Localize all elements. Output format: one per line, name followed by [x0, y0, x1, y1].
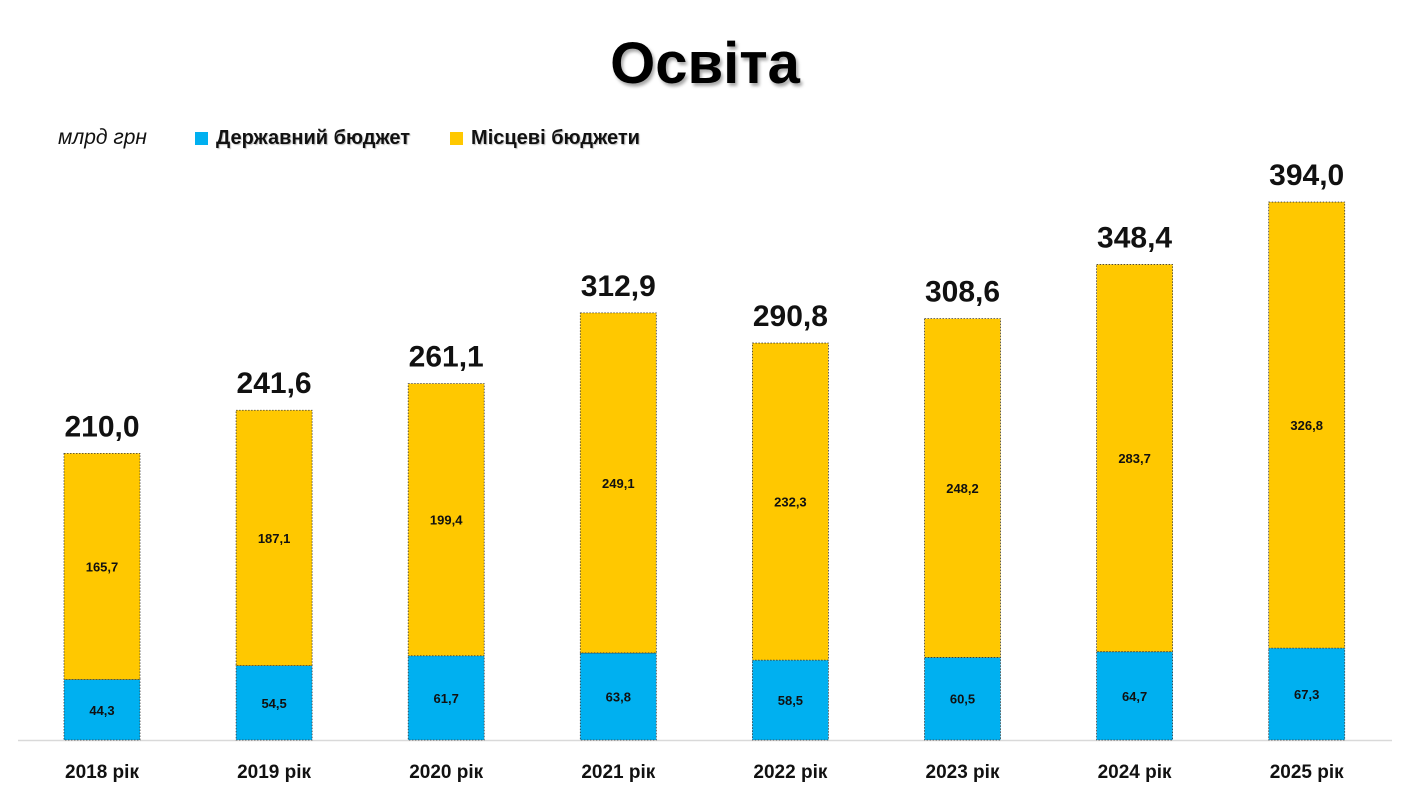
data-label-local: 326,8: [1290, 418, 1323, 433]
legend-swatch-state: [194, 131, 208, 145]
data-label-state: 54,5: [261, 696, 286, 711]
data-label-state: 58,5: [778, 693, 803, 708]
data-label-local: 248,2: [946, 481, 979, 496]
bar-segment-state: [235, 665, 313, 741]
bar-segment-state: [752, 659, 829, 741]
x-tick-label: 2023 рік: [926, 762, 1000, 783]
x-tick-label: 2018 рік: [65, 762, 139, 783]
total-label: 261,1: [409, 341, 484, 374]
bar-segment-local: [924, 318, 1001, 658]
x-tick-label: 2024 рік: [1098, 762, 1172, 783]
x-tick-label: 2021 рік: [581, 762, 655, 783]
bar-segment-local: [1096, 264, 1173, 653]
legend-item-local: Місцеві бюджети: [450, 127, 640, 150]
bar-segment-local: [235, 409, 313, 667]
data-label-state: 64,7: [1122, 689, 1147, 704]
bar-segment-local: [579, 312, 657, 654]
total-label: 308,6: [925, 276, 1000, 309]
total-label: 241,6: [237, 367, 312, 400]
bar-segment-local: [63, 452, 141, 680]
x-tick-label: 2022 рік: [753, 762, 827, 783]
data-label-state: 44,3: [89, 703, 114, 718]
x-tick-label: 2019 рік: [237, 762, 311, 783]
x-tick-label: 2020 рік: [409, 762, 483, 783]
data-label-local: 249,1: [602, 476, 635, 491]
total-label: 348,4: [1097, 221, 1172, 254]
data-label-state: 61,7: [434, 691, 459, 706]
data-label-local: 232,3: [774, 495, 807, 510]
legend-item-state: Державний бюджет: [194, 126, 411, 150]
bar-segment-state: [63, 679, 141, 741]
legend-label-state: Державний бюджет: [215, 126, 411, 149]
data-label-local: 199,4: [430, 513, 463, 528]
bar-segment-state: [1268, 647, 1346, 741]
bar-segment-state: [407, 655, 485, 741]
bar-segment-state: [924, 657, 1001, 741]
total-label: 290,8: [753, 300, 828, 333]
total-label: 210,0: [64, 410, 139, 443]
total-label: 394,0: [1269, 159, 1344, 192]
x-tick-label: 2025 рік: [1270, 762, 1344, 783]
bar-segment-state: [1096, 651, 1173, 741]
legend: млрд грн Державний бюджет Місцеві бюджет…: [58, 124, 680, 152]
data-label-local: 187,1: [258, 531, 291, 546]
bar-segment-local: [752, 342, 829, 661]
data-label-state: 63,8: [606, 689, 631, 704]
data-label-state: 60,5: [950, 692, 975, 707]
total-label: 312,9: [581, 270, 656, 303]
chart-title: Освіта: [610, 31, 800, 96]
bar-segment-local: [1268, 201, 1346, 649]
unit-label: млрд грн: [58, 126, 147, 149]
bar-segment-state: [579, 652, 657, 741]
legend-swatch-local: [450, 131, 464, 145]
legend-label-local: Місцеві бюджети: [471, 126, 640, 149]
data-label-local: 165,7: [86, 559, 119, 574]
data-label-local: 283,7: [1118, 451, 1151, 466]
bar-segment-local: [407, 383, 485, 657]
data-label-state: 67,3: [1294, 687, 1319, 702]
